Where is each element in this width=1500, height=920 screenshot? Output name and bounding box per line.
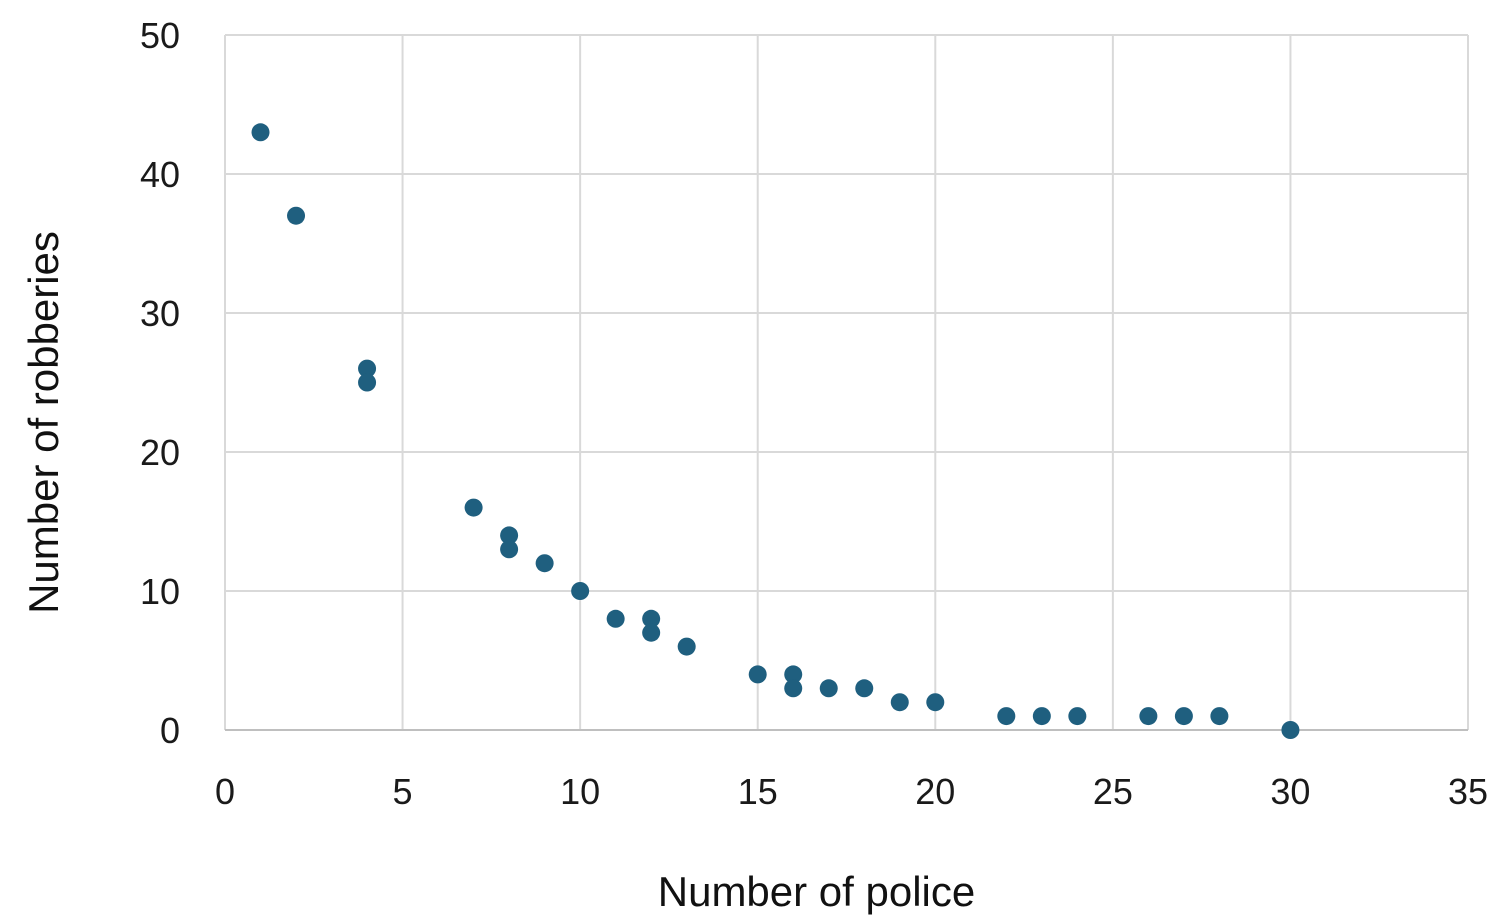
data-point bbox=[1174, 707, 1193, 726]
x-tick-label: 35 bbox=[1448, 771, 1488, 812]
x-tick-label: 10 bbox=[560, 771, 600, 812]
data-point bbox=[500, 540, 519, 559]
data-point bbox=[606, 609, 625, 628]
data-point bbox=[819, 679, 838, 698]
y-tick-label: 40 bbox=[140, 154, 180, 195]
x-tick-labels: 0 5 10 15 20 25 30 35 bbox=[215, 771, 1488, 812]
y-tick-labels: 0 10 20 30 40 50 bbox=[140, 15, 180, 751]
data-point bbox=[677, 637, 696, 656]
y-tick-label: 0 bbox=[160, 710, 180, 751]
data-point bbox=[287, 206, 306, 225]
data-point bbox=[748, 665, 767, 684]
gridlines bbox=[224, 34, 1469, 731]
data-point bbox=[571, 582, 590, 600]
data-point bbox=[784, 679, 803, 698]
data-point bbox=[251, 123, 270, 142]
data-point bbox=[535, 554, 554, 573]
y-tick-label: 30 bbox=[140, 293, 180, 334]
data-points bbox=[251, 123, 1300, 739]
data-point bbox=[855, 679, 874, 698]
x-tick-label: 25 bbox=[1093, 771, 1133, 812]
data-point bbox=[1068, 707, 1087, 726]
y-axis-title: Number of robberies bbox=[20, 231, 67, 614]
y-tick-label: 20 bbox=[140, 432, 180, 473]
data-point bbox=[997, 707, 1016, 726]
data-point bbox=[464, 498, 483, 517]
data-point bbox=[642, 623, 661, 642]
x-tick-label: 0 bbox=[215, 771, 235, 812]
x-tick-label: 30 bbox=[1270, 771, 1310, 812]
x-tick-label: 20 bbox=[915, 771, 955, 812]
data-point bbox=[642, 609, 661, 628]
data-point bbox=[358, 359, 377, 378]
x-axis-title: Number of police bbox=[658, 868, 975, 915]
data-point bbox=[890, 693, 909, 712]
data-point bbox=[1139, 707, 1158, 726]
x-tick-label: 5 bbox=[393, 771, 413, 812]
data-point bbox=[1281, 721, 1300, 739]
data-point bbox=[784, 665, 803, 684]
data-point bbox=[1032, 707, 1051, 726]
data-point bbox=[500, 526, 519, 545]
y-tick-label: 10 bbox=[140, 571, 180, 612]
data-point bbox=[1210, 707, 1229, 726]
data-point bbox=[926, 693, 945, 712]
y-tick-label: 50 bbox=[140, 15, 180, 56]
x-tick-label: 15 bbox=[738, 771, 778, 812]
data-point bbox=[358, 373, 377, 392]
